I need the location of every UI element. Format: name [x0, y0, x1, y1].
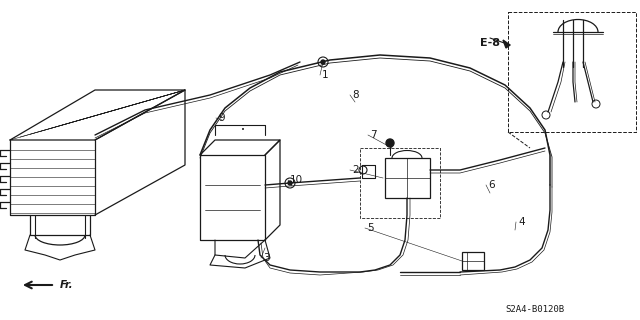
Circle shape: [321, 60, 325, 64]
Bar: [508, 12, 636, 132]
Circle shape: [386, 139, 394, 147]
Circle shape: [288, 181, 292, 185]
Bar: [385, 158, 430, 198]
Text: 9: 9: [218, 113, 225, 123]
Text: Fr.: Fr.: [60, 280, 74, 290]
Text: 2: 2: [352, 165, 358, 175]
Text: S2A4-B0120B: S2A4-B0120B: [506, 306, 564, 315]
Text: 3: 3: [263, 253, 269, 263]
Text: •: •: [241, 127, 245, 133]
Bar: [462, 252, 484, 270]
Text: 8: 8: [352, 90, 358, 100]
Text: 10: 10: [290, 175, 303, 185]
Text: E-8: E-8: [480, 38, 500, 48]
Text: 4: 4: [518, 217, 525, 227]
Bar: [360, 148, 440, 218]
Text: 5: 5: [367, 223, 374, 233]
Text: 7: 7: [370, 130, 376, 140]
Text: 6: 6: [488, 180, 495, 190]
Polygon shape: [503, 40, 510, 48]
Text: 1: 1: [322, 70, 328, 80]
